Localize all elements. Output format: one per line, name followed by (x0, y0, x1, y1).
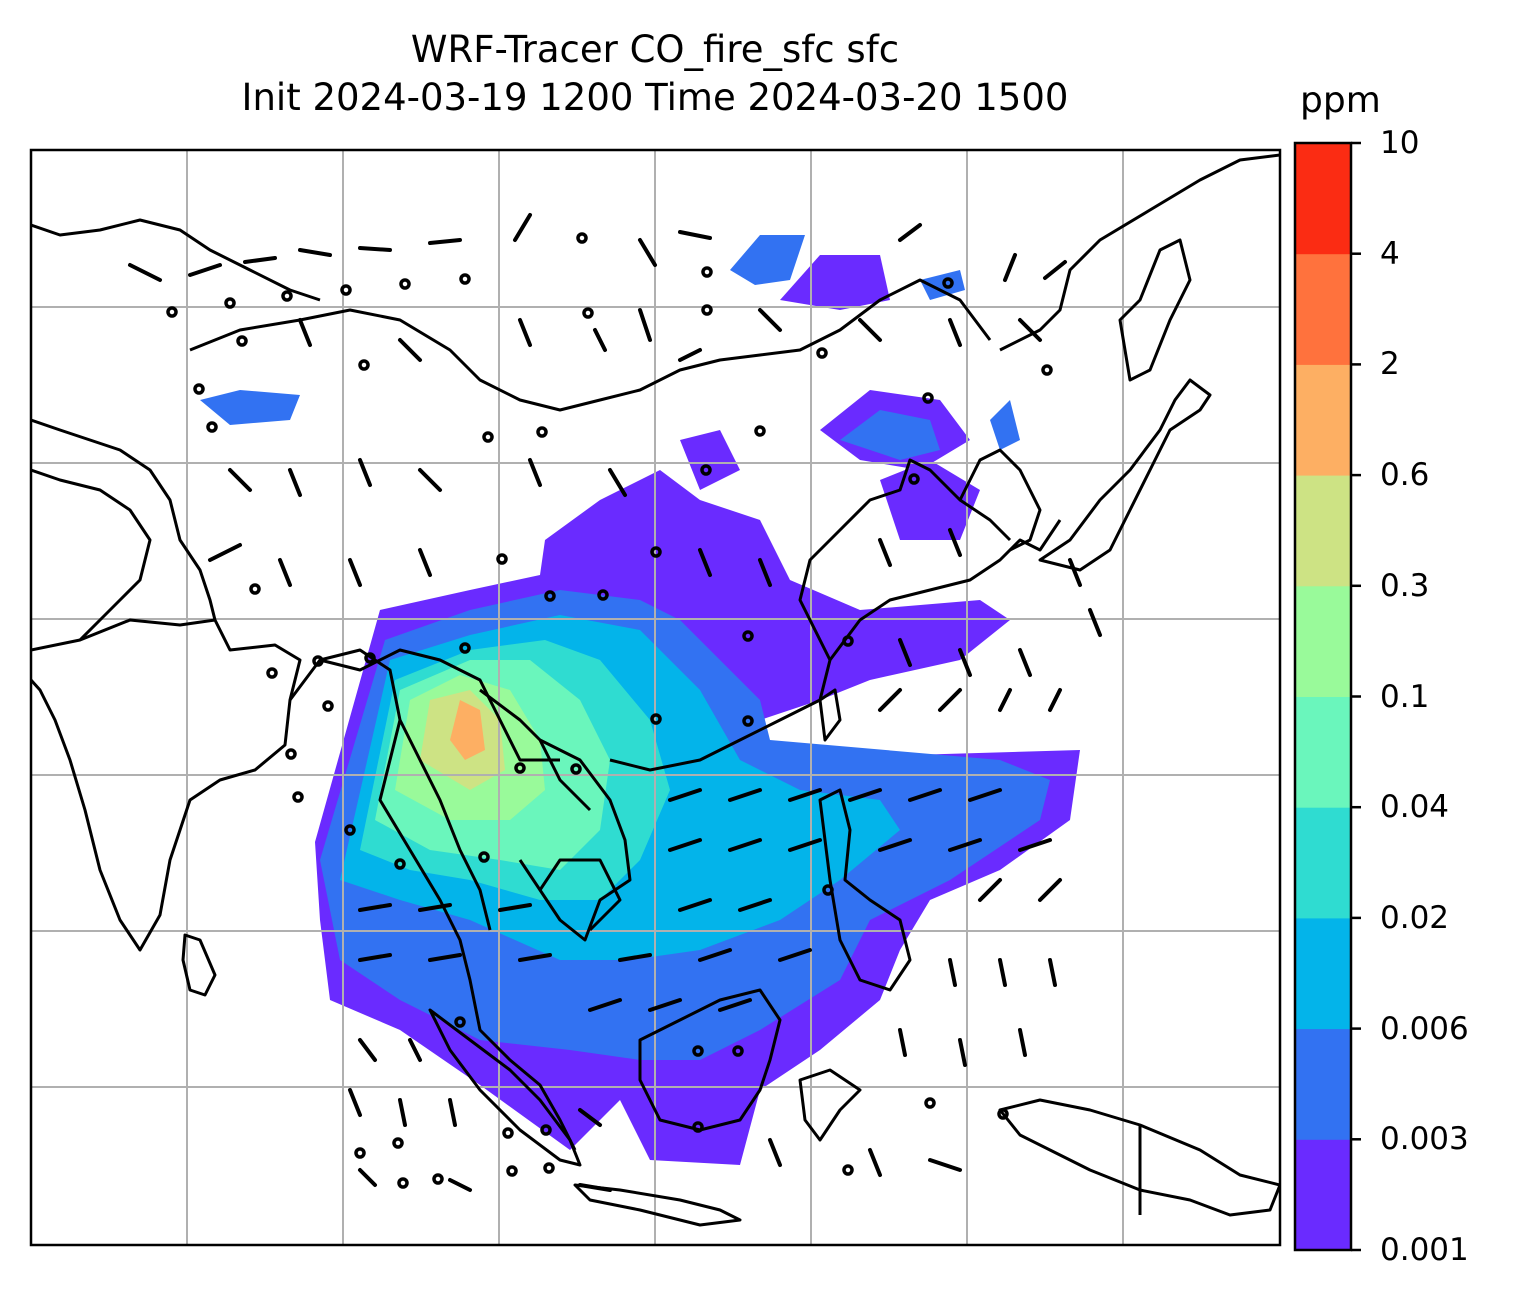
tracer-patch-north-9 (680, 430, 740, 490)
gridlines (31, 150, 1280, 1245)
border-west (31, 418, 217, 621)
border-laos (479, 688, 592, 812)
tracer-patch-north-1 (730, 235, 805, 285)
border-central-asia (31, 218, 321, 302)
colorbar-tick-label: 0.006 (1380, 1010, 1469, 1047)
coast-india (31, 618, 302, 952)
coast-sumatra (428, 1008, 582, 1167)
colorbar-band (1295, 917, 1351, 1030)
coast-philippines (818, 788, 912, 992)
colorbar-band (1295, 1028, 1351, 1140)
tracer-patch-north-6 (200, 390, 300, 425)
tracer-patch-north-2 (780, 255, 890, 310)
coast-korea (958, 448, 1042, 552)
border-china-mongolia (189, 278, 992, 412)
colorbar-band (1295, 807, 1351, 919)
tracer-patch-north-8 (920, 270, 965, 300)
colorbar-tick-label: 0.001 (1380, 1232, 1469, 1268)
tracer-patch-north-7 (990, 400, 1020, 450)
title-line-2: Init 2024-03-19 1200 Time 2024-03-20 150… (241, 76, 1069, 119)
coast-borneo (638, 988, 782, 1132)
colorbar-tick-label: 0.1 (1380, 678, 1430, 715)
coast-sulawesi (798, 1068, 862, 1142)
calm-wind-markers (166, 232, 1053, 1189)
coast-taiwan (818, 688, 842, 742)
coast-java (573, 1183, 742, 1227)
colorbar-band (1295, 696, 1351, 808)
tracer-patch-north-4 (840, 410, 940, 460)
coast-sri-lanka (181, 933, 217, 997)
border-kazakh (31, 468, 152, 642)
colorbar-band (1295, 475, 1351, 587)
border-myanmar (398, 719, 492, 931)
map-frame (29, 148, 1282, 1247)
colorbar-tick-label: 0.3 (1380, 567, 1430, 604)
colorbar-tick-label: 0.003 (1380, 1121, 1469, 1158)
coast-sakhalin (1118, 238, 1192, 382)
colorbar-unit: ppm (1300, 80, 1381, 121)
border-china-south (319, 648, 560, 762)
coast-gulf-thailand (538, 858, 622, 932)
colorbar-band (1295, 143, 1351, 255)
colorbar-band (1295, 364, 1351, 476)
map-content (31, 150, 1280, 1245)
coast-japan (1038, 378, 1212, 572)
tracer-patch-north-5 (880, 460, 980, 540)
colorbar-bands (1295, 143, 1351, 1251)
colorbar-tick-label: 0.02 (1380, 899, 1450, 936)
colorbar-tick-label: 4 (1380, 235, 1400, 272)
colorbar-band (1295, 1139, 1351, 1251)
coast-china-east (798, 458, 1012, 661)
map-title: WRF-Tracer CO_fire_sfc sfc Init 2024-03-… (30, 26, 1280, 122)
coast-new-guinea (998, 1098, 1280, 1217)
tracer-band-0.6 (450, 700, 485, 760)
colorbar-tick-label: 0.04 (1380, 789, 1450, 826)
colorbar-tick-label: 0.6 (1380, 457, 1430, 494)
colorbar-tick-label: 2 (1380, 346, 1400, 383)
colorbar-ticks (1351, 141, 1361, 1252)
colorbar-tick-label: 10 (1380, 125, 1420, 161)
colorbar-band (1295, 253, 1351, 365)
wind-barbs (128, 213, 1102, 1192)
title-line-1: WRF-Tracer CO_fire_sfc sfc (410, 28, 900, 71)
colorbar-band (1295, 585, 1351, 697)
coast-russia-north (999, 153, 1280, 352)
